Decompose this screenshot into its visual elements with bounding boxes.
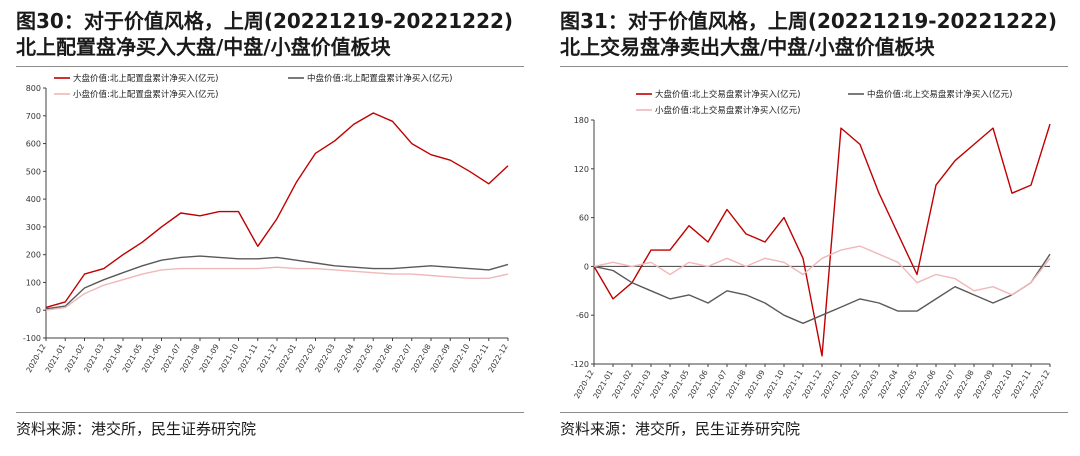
y-tick-label: 600 [26, 140, 41, 149]
y-tick-label: 0 [584, 262, 589, 271]
y-tick-label: 400 [26, 195, 41, 204]
figure-title: 图31：对于价值风格，上周(20221219-20221222)北上交易盘净卖出… [560, 9, 1058, 59]
legend-label: 中盘价值:北上交易盘累计净买入(亿元) [867, 89, 1013, 100]
source-divider [560, 412, 1068, 413]
legend-label: 中盘价值:北上配置盘累计净买入(亿元) [307, 73, 453, 84]
line-chart: -120-600601201802020-122021-012021-02202… [571, 89, 1052, 400]
chart-panel-right: 图31：对于价值风格，上周(20221219-20221222)北上交易盘净卖出… [548, 0, 1080, 456]
y-tick-label: -60 [576, 311, 589, 320]
legend-label: 大盘价值:北上交易盘累计净买入(亿元) [655, 89, 801, 100]
title-divider [560, 66, 1068, 67]
title-divider [16, 66, 524, 67]
source-note: 资料来源：港交所，民生证券研究院 [560, 420, 801, 438]
series-line [593, 253, 1051, 325]
y-tick-label: -120 [571, 360, 589, 369]
legend-label: 小盘价值:北上交易盘累计净买入(亿元) [655, 105, 801, 116]
series-line [593, 245, 1051, 296]
series-line [45, 266, 509, 311]
y-tick-label: 60 [579, 214, 589, 223]
y-tick-label: 180 [574, 116, 589, 125]
source-note: 资料来源：港交所，民生证券研究院 [16, 420, 257, 438]
y-tick-label: 500 [26, 167, 41, 176]
legend-label: 大盘价值:北上配置盘累计净买入(亿元) [73, 73, 219, 84]
series-line [45, 255, 509, 310]
y-tick-label: 700 [26, 112, 41, 121]
y-tick-label: 300 [26, 223, 41, 232]
chart-panel-left: 图30：对于价值风格，上周(20221219-20221222)北上配置盘净买入… [4, 0, 536, 456]
y-tick-label: 0 [36, 306, 41, 315]
y-tick-label: 200 [26, 251, 41, 260]
y-tick-label: 800 [26, 84, 41, 93]
figure-title: 图30：对于价值风格，上周(20221219-20221222)北上配置盘净买入… [16, 9, 514, 59]
y-tick-label: 100 [26, 278, 41, 287]
line-chart: -10001002003004005006007008002020-122021… [23, 73, 510, 374]
y-tick-label: -100 [23, 334, 41, 343]
series-line [45, 112, 509, 309]
source-divider [16, 412, 524, 413]
legend-label: 小盘价值:北上配置盘累计净买入(亿元) [73, 89, 219, 100]
y-tick-label: 120 [574, 165, 589, 174]
series-line [593, 123, 1051, 357]
